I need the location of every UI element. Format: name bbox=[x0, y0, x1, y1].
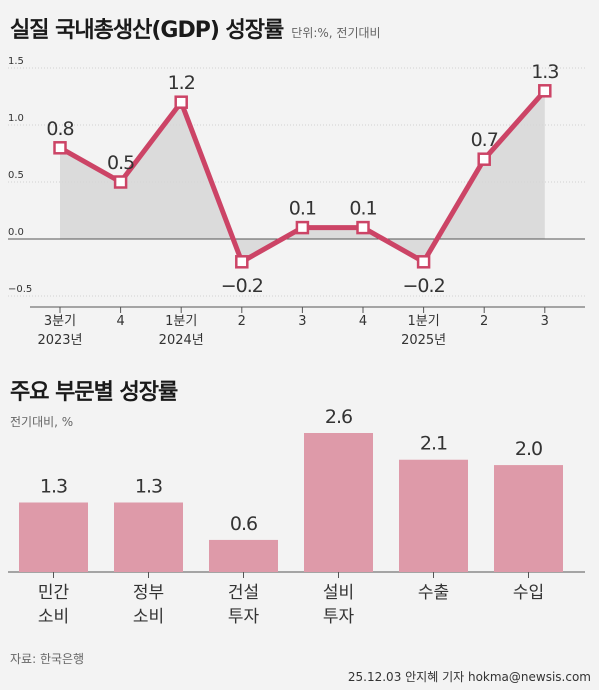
bar-category-label: 소비 bbox=[38, 607, 69, 627]
bar-data-label: 2.0 bbox=[515, 438, 542, 460]
data-point-marker bbox=[113, 175, 128, 189]
data-label: 1.2 bbox=[168, 72, 195, 94]
data-label: 1.3 bbox=[531, 61, 558, 83]
data-point-marker bbox=[295, 220, 310, 235]
bar-category-label: 건설 bbox=[228, 583, 259, 603]
data-label: 0.7 bbox=[471, 129, 498, 151]
x-tick-label: 2023년 bbox=[37, 333, 82, 348]
chart-title: 실질 국내총생산(GDP) 성장률 bbox=[10, 18, 284, 43]
x-tick-label: 1분기 bbox=[407, 314, 439, 329]
x-tick-label: 2025년 bbox=[401, 333, 446, 348]
x-tick-label: 4 bbox=[116, 314, 124, 329]
x-tick-label: 3 bbox=[541, 314, 549, 329]
area-fill bbox=[60, 90, 545, 262]
data-label: 0.5 bbox=[107, 152, 134, 174]
bar bbox=[304, 433, 373, 572]
data-point-marker bbox=[53, 141, 67, 155]
data-label: −0.2 bbox=[221, 275, 263, 297]
bar-category-label: 수입 bbox=[513, 583, 544, 603]
x-tick-label: 2 bbox=[238, 314, 246, 329]
y-tick-label: 0.0 bbox=[8, 227, 24, 238]
data-label: 0.1 bbox=[349, 198, 376, 220]
bar-category-label: 민간 bbox=[38, 583, 70, 603]
x-tick-label: 4 bbox=[359, 314, 367, 329]
bar-category-label: 소비 bbox=[133, 607, 164, 627]
data-point-marker bbox=[235, 255, 249, 269]
bar bbox=[19, 502, 88, 572]
credit-line: 25.12.03 안지혜 기자 hokma@newsis.com bbox=[347, 670, 591, 684]
data-label: 0.8 bbox=[46, 118, 73, 140]
data-point-marker bbox=[416, 255, 431, 269]
x-tick-label: 1분기 bbox=[165, 314, 197, 329]
y-tick-label: 0.5 bbox=[8, 170, 24, 181]
bar-chart-title: 주요 부문별 성장률 bbox=[10, 380, 178, 405]
bar-category-label: 투자 bbox=[323, 607, 355, 627]
bar-data-label: 2.6 bbox=[325, 406, 352, 428]
bar-chart-unit-note: 전기대비, % bbox=[10, 415, 74, 429]
x-tick-label: 3분기 bbox=[44, 314, 76, 329]
bar-category-label: 투자 bbox=[228, 607, 260, 627]
bar bbox=[399, 459, 468, 572]
bar bbox=[114, 502, 183, 572]
bar bbox=[209, 539, 278, 572]
unit-note: 단위:%, 전기대비 bbox=[291, 26, 381, 40]
bar-data-label: 2.1 bbox=[420, 433, 447, 455]
x-tick-label: 3 bbox=[298, 314, 306, 329]
bar-category-label: 정부 bbox=[133, 583, 164, 603]
title-row: 실질 국내총생산(GDP) 성장률 단위:%, 전기대비 bbox=[10, 12, 381, 44]
data-point-marker bbox=[477, 152, 491, 166]
bar-data-label: 1.3 bbox=[40, 476, 67, 498]
data-point-marker bbox=[356, 220, 370, 235]
y-tick-label: −0.5 bbox=[8, 284, 32, 295]
bar-category-label: 설비 bbox=[323, 583, 354, 603]
bar-category-label: 수출 bbox=[418, 583, 449, 603]
data-point-marker bbox=[174, 95, 188, 109]
source-note: 자료: 한국은행 bbox=[10, 652, 85, 666]
y-tick-label: 1.5 bbox=[8, 56, 24, 67]
y-tick-label: 1.0 bbox=[8, 113, 24, 124]
x-tick-label: 2024년 bbox=[159, 333, 204, 348]
data-label: −0.2 bbox=[403, 275, 445, 297]
data-point-marker bbox=[538, 84, 552, 98]
bar-data-label: 1.3 bbox=[135, 476, 162, 498]
bar-data-label: 0.6 bbox=[230, 513, 257, 535]
x-tick-label: 2 bbox=[480, 314, 488, 329]
data-label: 0.1 bbox=[289, 198, 316, 220]
bar bbox=[494, 465, 563, 572]
